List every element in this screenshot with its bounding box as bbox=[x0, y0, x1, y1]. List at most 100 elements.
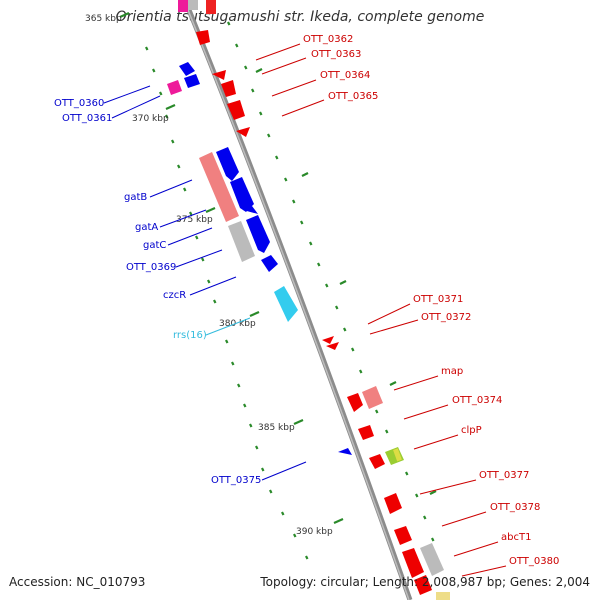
major-tick-mark bbox=[119, 11, 130, 19]
tick-mark bbox=[305, 555, 309, 560]
gene-label-right[interactable]: OTT_0377 bbox=[479, 470, 529, 481]
gene-ott-0369[interactable] bbox=[261, 255, 278, 272]
gene-ott-0363[interactable] bbox=[212, 70, 226, 80]
leader-line-right bbox=[261, 57, 307, 75]
scale-label: 380 kbp bbox=[219, 319, 256, 329]
gene-gata[interactable] bbox=[230, 177, 254, 212]
tick-mark bbox=[267, 133, 271, 138]
scale-label: 385 kbp bbox=[258, 423, 295, 433]
feature-ott-0360[interactable] bbox=[167, 80, 182, 95]
accession-label: Accession: NC_010793 bbox=[9, 575, 146, 589]
tick-mark bbox=[309, 241, 313, 246]
leader-line-right bbox=[281, 99, 325, 117]
gene-label-right[interactable]: OTT_0374 bbox=[452, 395, 502, 406]
gene-ott-0377[interactable] bbox=[384, 493, 402, 514]
gene-ott-0380[interactable] bbox=[414, 575, 432, 595]
gene-ott-0374[interactable] bbox=[358, 425, 374, 440]
gene-label-left[interactable]: czcR bbox=[163, 290, 186, 301]
tick-mark bbox=[255, 445, 259, 450]
gene-label-right[interactable]: clpP bbox=[461, 425, 482, 436]
feature-clpp-yellow[interactable] bbox=[393, 448, 402, 462]
gene-label-right[interactable]: OTT_0371 bbox=[413, 294, 463, 305]
gene-ott-0372[interactable] bbox=[326, 342, 339, 350]
tick-mark bbox=[375, 409, 379, 414]
tick-mark bbox=[227, 21, 231, 26]
leader-line-right bbox=[403, 404, 449, 420]
leader-line-right bbox=[419, 479, 477, 495]
gene-ott-0365[interactable] bbox=[227, 100, 245, 120]
leader-line-right bbox=[461, 565, 507, 577]
tick-mark bbox=[259, 111, 263, 116]
leader-line-left bbox=[111, 95, 161, 119]
gene-label-right[interactable]: OTT_0364 bbox=[320, 70, 370, 81]
gene-gatc[interactable] bbox=[246, 215, 270, 253]
gene-ott-0378[interactable] bbox=[394, 526, 412, 545]
scale-label: 365 kbp bbox=[85, 14, 122, 24]
gene-label-right[interactable]: OTT_0363 bbox=[311, 49, 361, 60]
gene-label-left[interactable]: gatC bbox=[143, 240, 166, 251]
tick-mark bbox=[251, 88, 255, 93]
major-tick-mark bbox=[255, 68, 263, 73]
feature-top-pink[interactable] bbox=[178, 0, 188, 12]
gene-gata-b[interactable] bbox=[243, 206, 258, 214]
tick-mark bbox=[325, 283, 329, 288]
gene-label-left[interactable]: gatA bbox=[135, 222, 158, 233]
leader-line-right bbox=[367, 303, 411, 325]
scale-label: 370 kbp bbox=[132, 114, 169, 124]
tick-mark bbox=[284, 177, 288, 182]
feature-gatc-grey[interactable] bbox=[228, 221, 255, 262]
tick-mark bbox=[159, 91, 163, 96]
gene-ott-0360[interactable] bbox=[179, 62, 195, 76]
feature-map-pseudo[interactable] bbox=[362, 386, 383, 409]
gene-ott-0362[interactable] bbox=[196, 30, 210, 45]
leader-line-right bbox=[271, 79, 317, 97]
feature-abct1-grey[interactable] bbox=[420, 543, 444, 576]
tick-mark bbox=[152, 68, 156, 73]
feature-gatb-pseudo[interactable] bbox=[199, 152, 239, 222]
leader-line-left bbox=[159, 209, 207, 228]
gene-label-right[interactable]: OTT_0378 bbox=[490, 502, 540, 513]
gene-ott-0371[interactable] bbox=[322, 336, 334, 344]
gene-label-left[interactable]: OTT_0369 bbox=[126, 262, 176, 273]
rrna-rrs16[interactable] bbox=[274, 286, 298, 322]
tick-mark bbox=[292, 199, 296, 204]
tick-mark bbox=[249, 423, 253, 428]
leader-line-left bbox=[205, 317, 251, 336]
feature-bottom-yellow[interactable] bbox=[436, 592, 450, 600]
gene-label-left[interactable]: OTT_0360 bbox=[54, 98, 104, 109]
gene-abct1[interactable] bbox=[402, 548, 424, 578]
tick-mark bbox=[189, 211, 193, 216]
tick-mark bbox=[207, 279, 211, 284]
gene-gatb[interactable] bbox=[216, 147, 239, 181]
leader-line-right bbox=[453, 541, 499, 557]
leader-line-right bbox=[255, 43, 301, 61]
gene-label-right[interactable]: abcT1 bbox=[501, 532, 531, 543]
gene-label-left[interactable]: OTT_0361 bbox=[62, 113, 112, 124]
leader-line-left bbox=[103, 85, 151, 104]
gene-label-right[interactable]: OTT_0380 bbox=[509, 556, 559, 567]
tick-mark bbox=[171, 139, 175, 144]
tick-mark bbox=[177, 164, 181, 169]
feature-top-red[interactable] bbox=[206, 0, 216, 14]
gene-label-left[interactable]: rrs(16) bbox=[173, 330, 207, 341]
gene-label-right[interactable]: OTT_0372 bbox=[421, 312, 471, 323]
gene-label-right[interactable]: OTT_0365 bbox=[328, 91, 378, 102]
gene-label-right[interactable]: OTT_0362 bbox=[303, 34, 353, 45]
gene-map[interactable] bbox=[347, 393, 363, 412]
feature-top-grey[interactable] bbox=[188, 0, 198, 10]
tick-mark bbox=[235, 43, 239, 48]
tick-mark bbox=[201, 257, 205, 262]
gene-features bbox=[167, 0, 450, 600]
gene-ott-0375[interactable] bbox=[338, 448, 352, 455]
leader-line-right bbox=[369, 319, 419, 335]
gene-ott-0361[interactable] bbox=[184, 74, 200, 88]
gene-ott-0364[interactable] bbox=[221, 80, 236, 97]
gene-labels: OTT_0360 OTT_0361 gatB gatA gatC OTT_0369 czcR… bbox=[54, 34, 559, 567]
major-tick-mark bbox=[205, 206, 216, 214]
gene-label-left[interactable]: gatB bbox=[124, 192, 147, 203]
gene-label-right[interactable]: map bbox=[441, 366, 463, 377]
gene-label-left[interactable]: OTT_0375 bbox=[211, 475, 261, 486]
gene-clpp[interactable] bbox=[369, 454, 385, 469]
gene-ott-0365b[interactable] bbox=[236, 127, 250, 137]
